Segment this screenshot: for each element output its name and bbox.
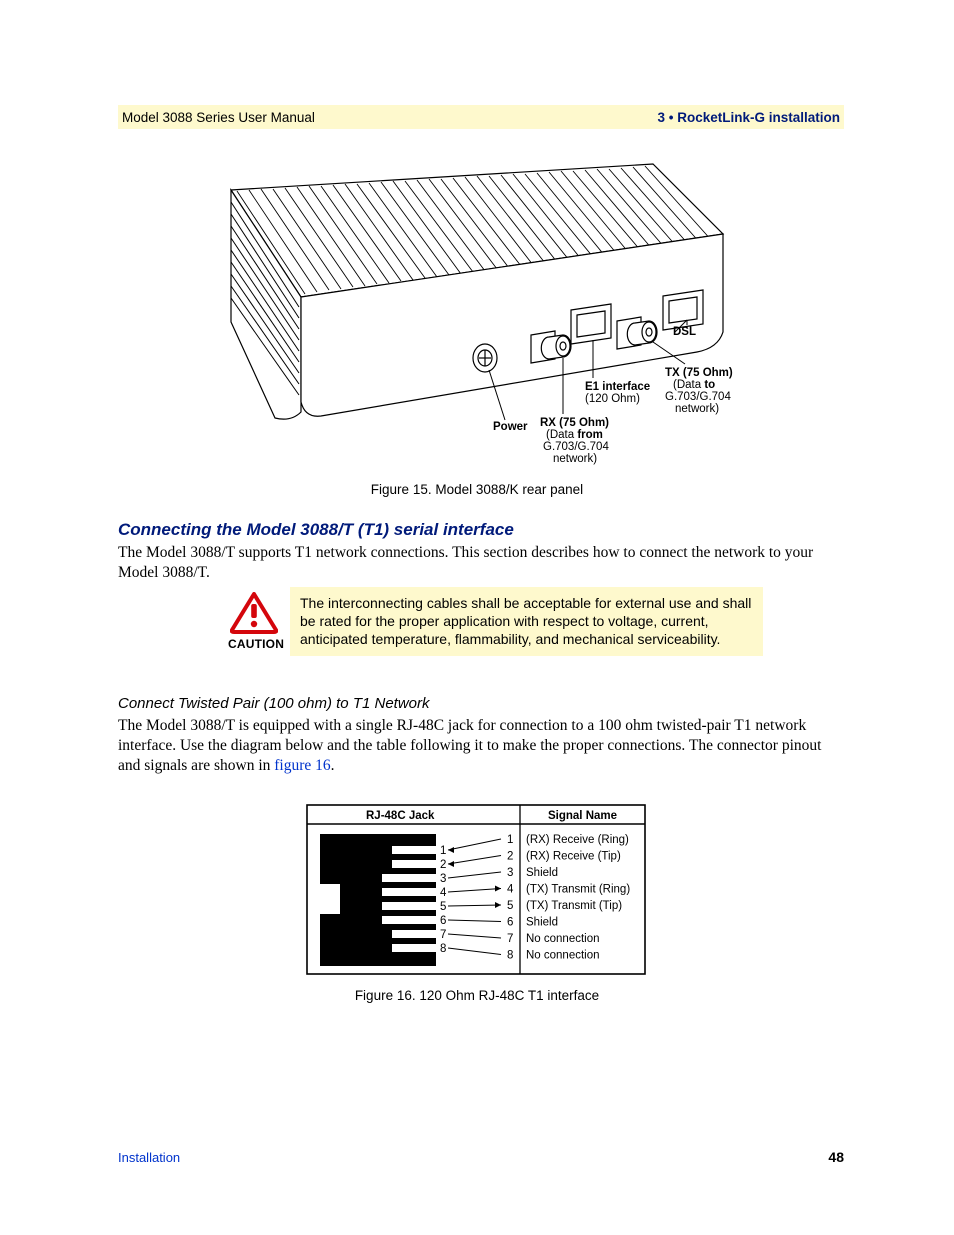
caution-label: CAUTION: [228, 637, 280, 651]
footer-left[interactable]: Installation: [118, 1150, 180, 1165]
label-e1-l1: E1 interface: [585, 381, 650, 393]
label-e1-l2: (120 Ohm): [585, 393, 640, 405]
fig16-list-pin: 2: [507, 851, 513, 863]
figure-15-caption: Figure 15. Model 3088/K rear panel: [0, 482, 954, 497]
subsection-heading: Connect Twisted Pair (100 ohm) to T1 Net…: [118, 695, 430, 712]
figure-15-diagram: DSL TX (75 Ohm) (Data to G.703/G.704 net…: [213, 162, 737, 472]
page-number: 48: [828, 1149, 844, 1165]
label-tx-l1: (Data to: [673, 379, 715, 391]
fig16-jack-pin: 2: [440, 859, 446, 871]
fig16-list-pin: 3: [507, 867, 513, 879]
fig16-list-pin: 7: [507, 933, 513, 945]
page-header: Model 3088 Series User Manual 3 • Rocket…: [118, 105, 844, 129]
fig16-signal: (RX) Receive (Tip): [526, 851, 621, 863]
fig16-list-pin: 6: [507, 917, 513, 929]
section-body: The Model 3088/T supports T1 network con…: [118, 543, 844, 583]
fig16-jack-pin: 3: [440, 873, 446, 885]
fig16-jack-pin: 1: [440, 845, 446, 857]
label-tx-l3: network): [675, 403, 719, 415]
fig16-list-pin: 4: [507, 884, 514, 896]
section-heading: Connecting the Model 3088/T (T1) serial …: [118, 520, 514, 540]
fig16-signal: No connection: [526, 933, 600, 945]
fig16-signal: (TX) Transmit (Ring): [526, 884, 630, 896]
label-rx-l1: (Data from: [546, 429, 603, 441]
subsection-body: The Model 3088/T is equipped with a sing…: [118, 716, 844, 775]
fig16-jack-pin: 6: [440, 915, 446, 927]
fig16-jack-pin: 8: [440, 943, 446, 955]
caution-text: The interconnecting cables shall be acce…: [290, 587, 763, 656]
fig16-list-pin: 1: [507, 834, 513, 846]
fig16-signal: (RX) Receive (Ring): [526, 834, 629, 846]
fig16-signal: Shield: [526, 867, 558, 879]
fig16-jack-pin: 5: [440, 901, 446, 913]
header-left: Model 3088 Series User Manual: [122, 110, 315, 125]
fig16-signal: No connection: [526, 950, 600, 962]
header-right: 3 • RocketLink-G installation: [657, 110, 840, 125]
fig16-list-pin: 8: [507, 950, 513, 962]
label-tx-title: TX (75 Ohm): [665, 367, 733, 379]
fig16-header-left: RJ-48C Jack: [366, 810, 435, 822]
subsection-body-pre: The Model 3088/T is equipped with a sing…: [118, 717, 821, 774]
label-dsl: DSL: [673, 326, 696, 338]
subsection-body-post: .: [331, 757, 335, 774]
figure-16-diagram: RJ-48C Jack Signal Name 12345678 1(R: [306, 804, 646, 979]
label-rx-l2: G.703/G.704: [543, 441, 609, 453]
label-power: Power: [493, 421, 528, 433]
fig16-signal: Shield: [526, 917, 558, 929]
caution-icon: CAUTION: [228, 592, 280, 651]
label-tx-l2: G.703/G.704: [665, 391, 731, 403]
fig16-jack-pin: 7: [440, 929, 446, 941]
label-rx-l3: network): [553, 453, 597, 465]
figure-16-link[interactable]: figure 16: [274, 757, 330, 774]
label-rx-title: RX (75 Ohm): [540, 417, 609, 429]
fig16-header-right: Signal Name: [548, 810, 617, 822]
fig16-jack-pin: 4: [440, 887, 447, 899]
fig16-signal: (TX) Transmit (Tip): [526, 900, 622, 912]
fig16-list-pin: 5: [507, 900, 513, 912]
figure-16-caption: Figure 16. 120 Ohm RJ-48C T1 interface: [0, 988, 954, 1003]
